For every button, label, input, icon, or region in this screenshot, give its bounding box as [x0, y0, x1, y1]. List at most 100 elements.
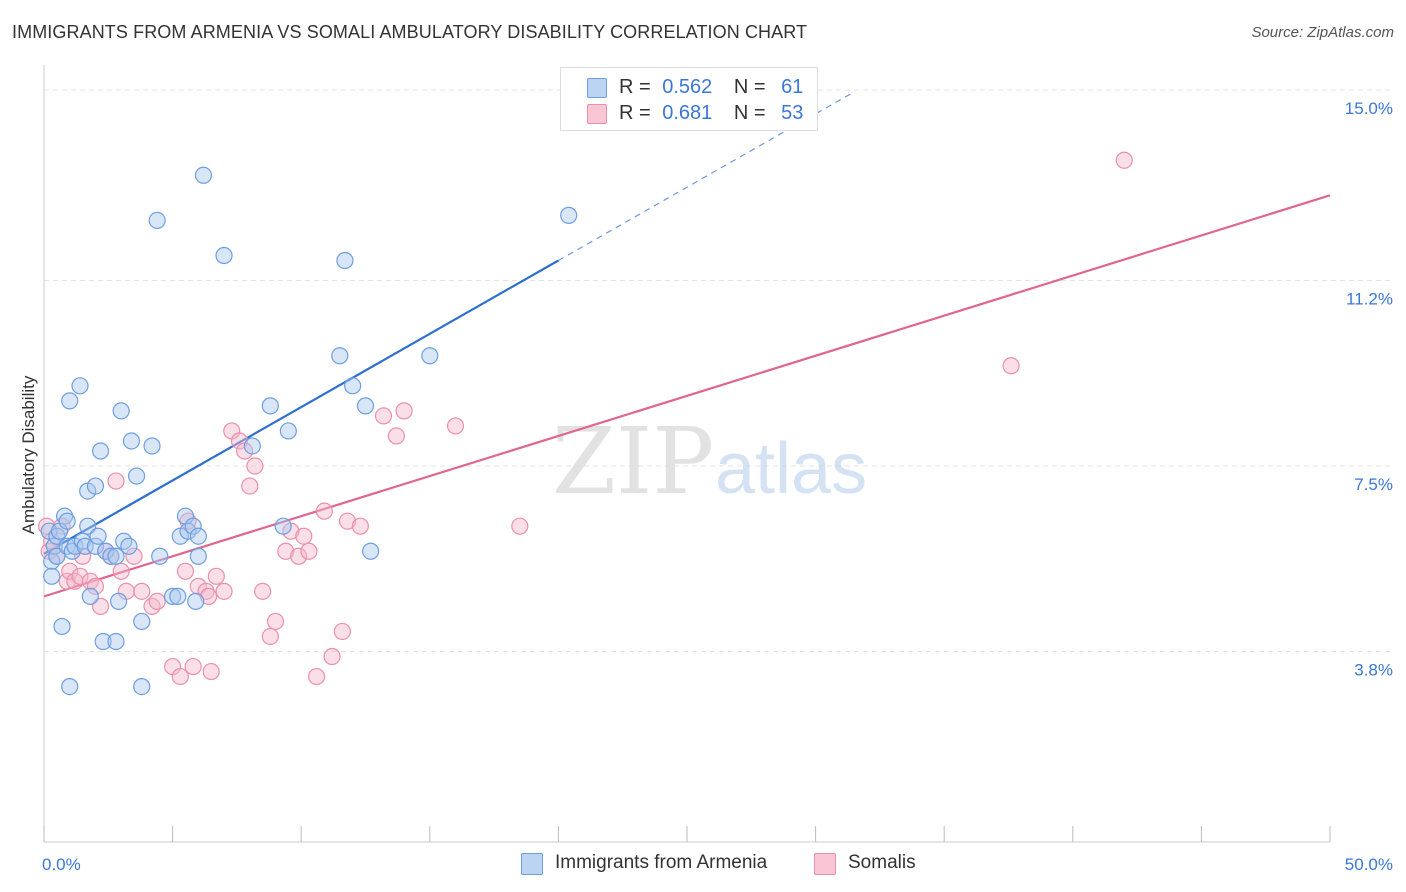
y-tick-label: 3.8%	[1354, 661, 1393, 680]
armenia-point	[89, 527, 107, 545]
bottom-armenia-label: Immigrants from Armenia	[555, 852, 768, 873]
armenia-point	[421, 347, 439, 365]
somali-point	[148, 592, 166, 610]
watermark-zip: ZIP	[552, 408, 714, 515]
armenia-r-label: R =	[619, 76, 651, 98]
somali-point	[308, 667, 326, 686]
armenia-point	[194, 166, 213, 184]
somali-r-value: 0.681	[662, 102, 713, 124]
armenia-point	[560, 206, 578, 224]
trend-layer	[43, 91, 1331, 598]
somali-point	[1115, 151, 1133, 169]
armenia-point	[143, 437, 161, 455]
armenia-point	[189, 527, 207, 545]
somali-point	[202, 662, 220, 681]
armenia-point	[127, 467, 146, 485]
somali-n-value: 53	[781, 102, 804, 124]
armenia-point	[151, 547, 169, 565]
armenia-n-value: 61	[781, 76, 804, 98]
armenia-point	[43, 567, 61, 585]
armenia-point	[86, 537, 105, 555]
armenia-point	[48, 547, 66, 565]
armenia-point	[164, 587, 182, 605]
armenia-point	[97, 542, 115, 560]
somali-point	[197, 582, 215, 600]
somali-point	[179, 512, 197, 530]
somali-point	[290, 547, 308, 565]
series-armenia	[40, 166, 578, 696]
armenia-point	[261, 397, 279, 415]
armenia-point	[274, 517, 292, 535]
somali-point	[1002, 357, 1020, 375]
y-tick-label: 7.5%	[1354, 475, 1393, 494]
somali-point	[61, 562, 79, 580]
somali-point	[277, 542, 295, 560]
bottom-somali-swatch	[814, 853, 836, 875]
correlation-legend: R = 0.562 N = 61 R = 0.681 N = 53	[560, 67, 818, 131]
armenia-point	[356, 397, 375, 415]
armenia-point	[148, 211, 166, 229]
somali-point	[315, 502, 333, 520]
armenia-point	[102, 547, 120, 565]
armenia-point	[336, 251, 354, 270]
somali-point	[53, 517, 71, 535]
armenia-point	[112, 402, 130, 420]
axis-layer	[43, 65, 1331, 843]
armenia-point	[362, 542, 380, 560]
series-somalis	[37, 151, 1133, 686]
armenia-point	[61, 677, 79, 696]
somali-point	[215, 582, 233, 600]
somali-point	[295, 527, 313, 545]
somali-swatch	[587, 104, 607, 124]
somali-point	[86, 577, 105, 595]
armenia-point	[279, 422, 297, 440]
armenia-point	[133, 677, 151, 696]
armenia-point	[63, 542, 81, 560]
somali-point	[143, 597, 161, 615]
armenia-point	[169, 587, 187, 605]
somali-point	[176, 562, 195, 580]
somali-point	[241, 477, 259, 495]
grid-layer	[44, 89, 1392, 653]
armenia-r-value: 0.562	[662, 76, 713, 98]
armenia-point	[189, 547, 207, 565]
y-axis-label: Ambulatory Disability	[19, 375, 38, 534]
somali-point	[133, 582, 151, 600]
armenia-point	[94, 632, 112, 651]
somali-point	[511, 517, 529, 535]
somali-point	[171, 667, 189, 686]
armenia-point	[61, 392, 79, 410]
armenia-point	[331, 347, 349, 365]
somali-point	[266, 612, 285, 631]
y-tick-label: 11.2%	[1346, 290, 1393, 309]
somali-point	[338, 512, 357, 530]
armenia-point	[91, 442, 110, 460]
armenia-point	[71, 377, 89, 395]
chart-title: IMMIGRANTS FROM ARMENIA VS SOMALI AMBULA…	[12, 22, 808, 42]
somali-point	[125, 547, 143, 565]
somali-point	[107, 472, 125, 490]
somali-point	[395, 402, 413, 420]
somali-point	[323, 647, 341, 666]
somali-point	[374, 407, 393, 425]
somali-n-label: N =	[733, 102, 766, 124]
armenia-point	[45, 537, 63, 555]
armenia-point	[115, 532, 133, 550]
armenia-point	[109, 592, 128, 610]
armenia-point	[122, 432, 141, 450]
armenia-point	[107, 547, 125, 565]
armenia-point	[73, 532, 92, 550]
armenia-point	[58, 512, 76, 530]
watermark-atlas: atlas	[715, 429, 867, 509]
armenia-point	[107, 632, 125, 651]
somali-point	[200, 587, 218, 605]
somali-point	[387, 427, 405, 445]
bottom-armenia-swatch	[521, 853, 543, 875]
armenia-point	[344, 377, 362, 395]
source-label: Source: ZipAtlas.com	[1251, 24, 1394, 41]
bottom-somali-label: Somalis	[848, 852, 916, 873]
armenia-point	[184, 517, 202, 535]
somali-point	[351, 517, 369, 535]
armenia-point	[81, 587, 99, 605]
armenia-point	[53, 617, 71, 636]
